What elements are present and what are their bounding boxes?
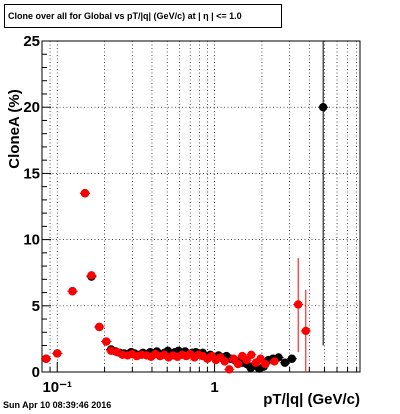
red-data-point: [68, 287, 77, 296]
red-data-point: [53, 349, 62, 358]
y-tick-label: 15: [23, 165, 40, 182]
chart-title: Clone over all for Global vs pT/|q| (GeV…: [4, 4, 282, 28]
error-bars: [297, 41, 324, 372]
red-data-point: [41, 354, 51, 363]
x-tick-label: 10⁻¹: [42, 379, 72, 396]
red-data-point: [270, 357, 279, 366]
tick-labels: 0 5 10 15 20 25 10⁻¹ 1: [23, 33, 218, 396]
y-tick-label: 5: [32, 298, 40, 315]
y-axis-title: CloneA (%): [6, 89, 23, 168]
black-data-point: [280, 358, 290, 367]
red-data-point: [301, 326, 310, 336]
red-data-point: [247, 350, 256, 359]
red-data-point: [87, 271, 96, 280]
y-tick-label: 20: [23, 99, 40, 116]
y-tick-label: 10: [23, 232, 40, 249]
red-data-point: [225, 365, 234, 374]
red-data-point: [220, 357, 229, 366]
grid-layer: [41, 41, 360, 372]
y-tick-label: 25: [23, 33, 40, 50]
y-tick-label: 0: [32, 364, 40, 381]
red-data-point: [293, 300, 303, 309]
red-data-point: [80, 189, 90, 198]
red-data-point: [102, 337, 111, 346]
black-data-point: [287, 354, 297, 363]
data-points: [41, 103, 329, 374]
red-data-point: [233, 359, 243, 369]
black-data-point: [318, 103, 328, 112]
x-axis-title: pT/|q| (GeV/c): [263, 391, 360, 408]
timestamp: Sun Apr 10 08:39:46 2016: [3, 400, 112, 410]
red-data-point: [261, 359, 270, 369]
plot-frame: [41, 40, 361, 373]
red-data-point: [95, 322, 104, 332]
x-tick-label: 1: [210, 379, 218, 396]
